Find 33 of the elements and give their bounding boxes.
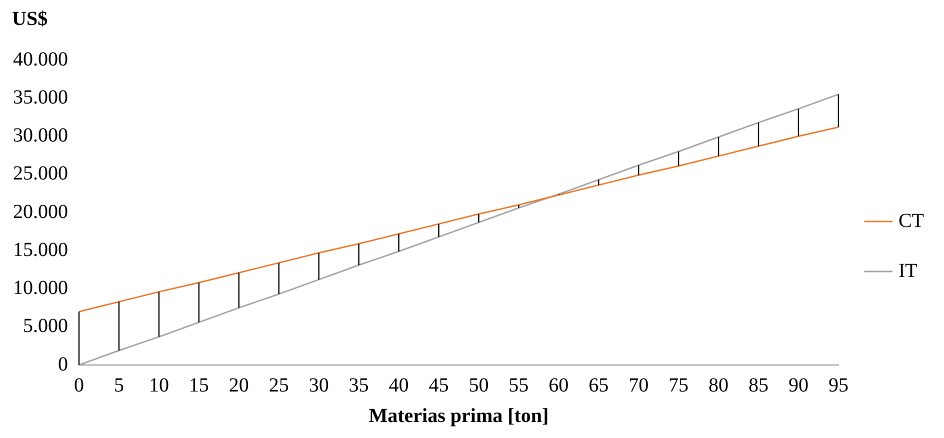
x-tick-label: 85 bbox=[748, 374, 768, 396]
x-tick-label: 55 bbox=[508, 374, 529, 396]
x-tick-label: 65 bbox=[588, 374, 609, 396]
x-axis-title: Materias prima [ton] bbox=[368, 405, 549, 428]
x-tick-label: 35 bbox=[348, 374, 369, 396]
y-tick-label: 40.000 bbox=[13, 48, 68, 70]
x-tick-label: 50 bbox=[468, 374, 489, 396]
legend-label: CT bbox=[898, 210, 924, 232]
y-tick-label: 25.000 bbox=[13, 162, 68, 185]
y-tick-label: 35.000 bbox=[13, 86, 68, 108]
y-tick-label: 15.000 bbox=[13, 238, 68, 261]
x-tick-label: 80 bbox=[708, 374, 729, 396]
x-tick-label: 90 bbox=[788, 374, 808, 396]
y-tick-label: 20.000 bbox=[13, 200, 68, 223]
y-tick-label: 5.000 bbox=[23, 315, 68, 338]
x-tick-label: 75 bbox=[668, 374, 689, 396]
y-tick-label: 10.000 bbox=[13, 277, 68, 299]
x-tick-label: 0 bbox=[74, 374, 84, 396]
x-tick-label: 10 bbox=[148, 374, 169, 396]
x-tick-label: 30 bbox=[308, 374, 329, 396]
x-tick-label: 95 bbox=[828, 374, 848, 396]
x-tick-label: 70 bbox=[628, 374, 649, 396]
y-tick-label: 0 bbox=[58, 353, 68, 376]
x-tick-label: 15 bbox=[188, 374, 209, 396]
y-axis-title: US$ bbox=[12, 8, 48, 31]
x-tick-label: 25 bbox=[268, 374, 289, 396]
x-tick-label: 45 bbox=[428, 374, 449, 396]
x-tick-label: 40 bbox=[388, 374, 409, 396]
x-tick-label: 60 bbox=[548, 374, 569, 396]
legend-label: IT bbox=[898, 260, 918, 282]
x-tick-label: 5 bbox=[114, 374, 124, 396]
x-tick-label: 20 bbox=[228, 374, 249, 396]
y-tick-label: 30.000 bbox=[13, 124, 68, 146]
